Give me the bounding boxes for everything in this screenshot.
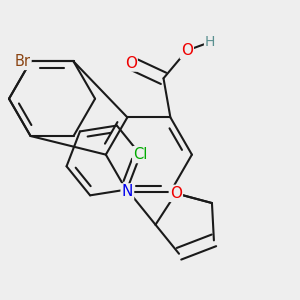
Text: O: O [125,56,137,70]
Text: H: H [205,35,215,49]
Text: O: O [181,43,193,58]
Text: Br: Br [14,54,31,69]
Text: N: N [122,184,133,200]
Text: Cl: Cl [133,147,148,162]
Text: O: O [170,186,182,201]
